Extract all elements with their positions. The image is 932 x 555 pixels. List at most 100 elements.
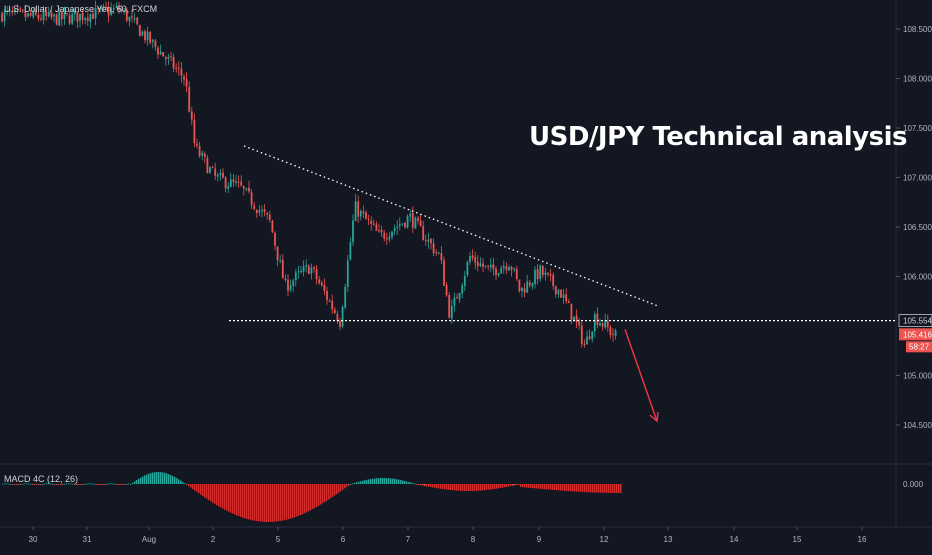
macd-bar [324,484,326,503]
macd-bar [8,483,10,485]
candle-body [518,279,521,292]
macd-bar [450,484,452,491]
macd-bar [334,484,336,496]
candle-body [271,220,274,233]
macd-bar [432,484,434,488]
candle-body [125,9,128,21]
macd-bar [222,484,224,509]
macd-bar [482,484,484,491]
candle-body [105,6,107,9]
macd-bar [214,484,216,504]
candle-body [232,179,235,183]
symbol-label[interactable]: U.S. Dollar / Japanese Yen, 60, FXCM [4,4,158,14]
candle-body [359,210,362,217]
macd-bar [258,484,260,522]
macd-bar [478,484,480,491]
candle-body [146,31,149,41]
candle-body [456,297,458,299]
candle-body [570,303,573,320]
macd-bar [352,483,354,485]
macd-bar [436,484,438,489]
macd-bar [308,484,310,512]
macd-bar [354,482,356,484]
candle-body [414,217,417,229]
macd-bar [78,484,80,485]
macd-bar [108,483,110,485]
candle-body [333,309,336,314]
macd-bar [452,484,454,491]
candle-body [1,13,3,22]
candle-body [84,18,87,21]
candle-body [131,16,133,18]
candle-body [157,47,159,55]
candle-body [586,336,588,345]
candle-body [388,236,391,240]
candle-body [63,12,66,19]
macd-bar [186,484,188,485]
macd-bar [140,477,142,484]
candle-body [461,285,464,294]
macd-bar [606,484,608,493]
macd-bar [512,484,514,486]
candle-body [352,220,354,242]
macd-bar [438,484,440,489]
macd-bar [572,484,574,492]
macd-bar [580,484,582,492]
macd-bar [376,478,378,484]
macd-bar [130,484,132,485]
candle-body [344,286,347,308]
macd-bar [504,484,506,488]
candle-body [497,273,500,276]
candle-body [323,285,326,292]
macd-bar [506,484,508,487]
candle-body [495,268,497,275]
macd-bar [356,482,358,484]
macd-bar [164,472,166,484]
candle-body [250,192,253,206]
macd-bar [346,484,348,487]
macd-bar [610,484,612,493]
candle-body [604,320,607,328]
macd-bar [242,484,244,518]
macd-bar [200,484,202,495]
macd-bar [428,484,430,487]
candle-body [339,320,341,327]
macd-bar [406,481,408,484]
candle-body [55,14,58,25]
candle-body [242,186,245,189]
macd-bar [228,484,230,512]
candle-body [297,271,300,273]
macd-bar [290,484,292,519]
macd-bar [158,472,160,484]
macd-bar [516,484,518,485]
macd-bar [208,484,210,501]
macd-label[interactable]: MACD 4C (12, 26) [4,474,79,484]
macd-bar [508,484,510,487]
macd-bar [566,484,568,491]
macd-bar [502,484,504,488]
candle-body [575,315,578,323]
macd-bar [396,479,398,484]
macd-bar [460,484,462,491]
macd-bar [252,484,254,521]
macd-bar [530,484,532,488]
candle-body [133,18,136,20]
macd-bar [616,484,618,493]
candle-body [279,260,282,262]
candle-body [237,181,240,183]
macd-bar [534,484,536,489]
macd-bar [250,484,252,520]
time-tick-label: 13 [664,535,673,544]
macd-bar [110,483,112,485]
candle-body [419,220,422,227]
macd-bar [474,484,476,491]
macd-bar [496,484,498,489]
macd-bar [206,484,208,499]
price-tick-label: 107.000 [903,174,932,183]
candle-body [89,14,92,22]
macd-bar [492,484,494,490]
time-tick-label: 7 [406,535,411,544]
countdown-label: 58:27 [909,342,930,351]
candle-body [294,272,297,281]
